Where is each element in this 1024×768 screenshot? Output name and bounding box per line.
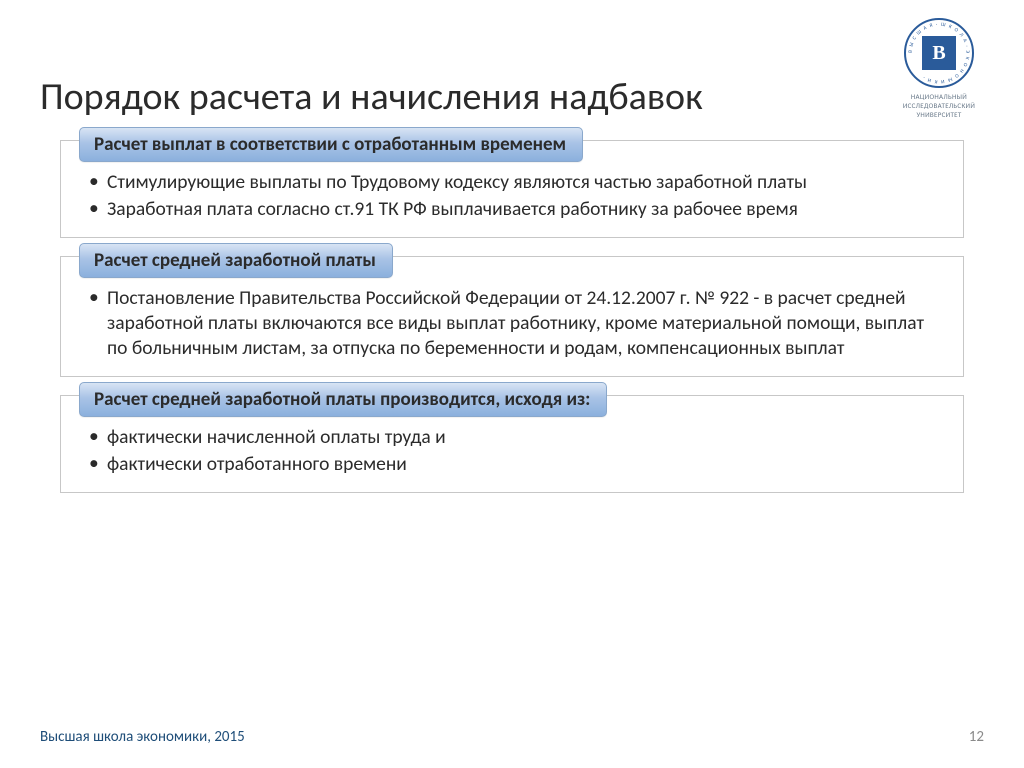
block-2: Расчет средней заработной платы Постанов… xyxy=(60,256,964,377)
page-number: 12 xyxy=(969,728,984,746)
content-blocks: Расчет выплат в соответствии с отработан… xyxy=(60,140,964,493)
block-3-header: Расчет средней заработной платы производ… xyxy=(79,382,607,417)
block-3: Расчет средней заработной платы производ… xyxy=(60,395,964,493)
list-item: фактически начисленной оплаты труда и xyxy=(89,424,941,451)
block-1-header: Расчет выплат в соответствии с отработан… xyxy=(79,127,583,162)
hse-logo: В Ы С Ш А Я · Ш К О Л А · Э К О Н О М И … xyxy=(884,18,994,119)
logo-circle: В Ы С Ш А Я · Ш К О Л А · Э К О Н О М И … xyxy=(904,18,974,88)
block-2-header: Расчет средней заработной платы xyxy=(79,243,393,278)
footer: Высшая школа экономики, 2015 12 xyxy=(40,728,984,746)
list-item: Заработная плата согласно ст.91 ТК РФ вы… xyxy=(89,196,941,223)
logo-ring-text: В Ы С Ш А Я · Ш К О Л А · Э К О Н О М И … xyxy=(906,20,972,86)
block-1: Расчет выплат в соответствии с отработан… xyxy=(60,140,964,238)
slide: В Ы С Ш А Я · Ш К О Л А · Э К О Н О М И … xyxy=(0,0,1024,768)
list-item: Постановление Правительства Российской Ф… xyxy=(89,285,941,362)
list-item: фактически отработанного времени xyxy=(89,451,941,478)
list-item: Стимулирующие выплаты по Трудовому кодек… xyxy=(89,169,941,196)
block-3-list: фактически начисленной оплаты труда и фа… xyxy=(83,424,941,478)
svg-text:В Ы С Ш А Я · Ш К О Л А · Э К: В Ы С Ш А Я · Ш К О Л А · Э К О Н О М И … xyxy=(908,22,971,85)
block-2-list: Постановление Правительства Российской Ф… xyxy=(83,285,941,362)
footer-attribution: Высшая школа экономики, 2015 xyxy=(40,728,245,746)
logo-caption: НАЦИОНАЛЬНЫЙ ИССЛЕДОВАТЕЛЬСКИЙ УНИВЕРСИТ… xyxy=(884,92,994,119)
block-1-list: Стимулирующие выплаты по Трудовому кодек… xyxy=(83,169,941,223)
slide-title: Порядок расчета и начисления надбавок xyxy=(40,74,854,120)
